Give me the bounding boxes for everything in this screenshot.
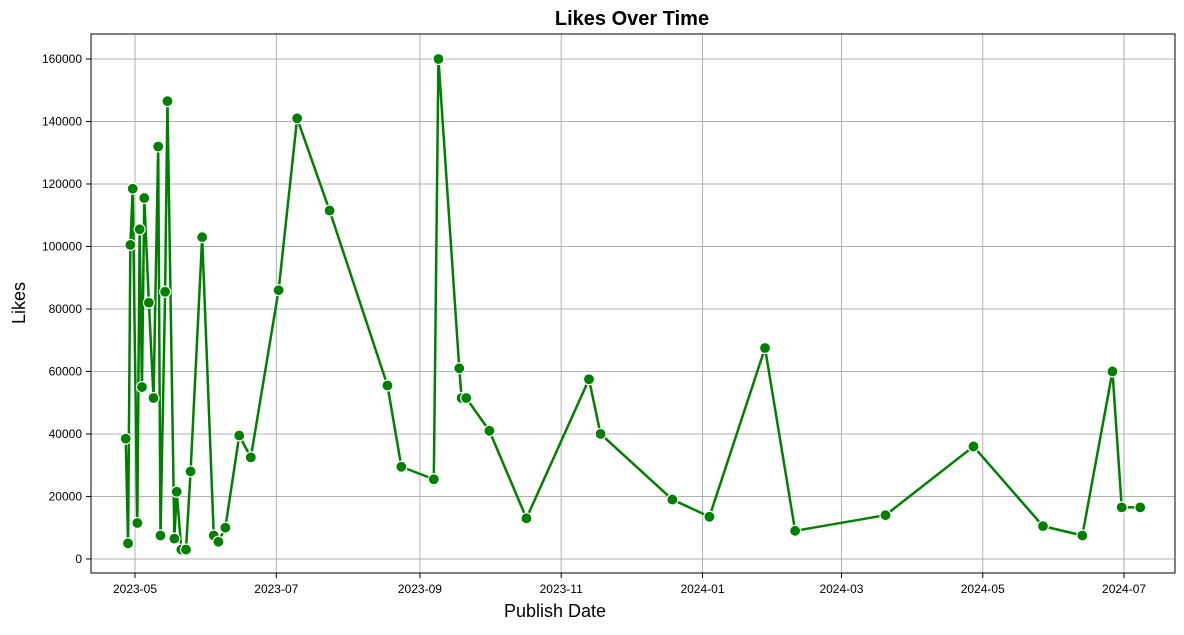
- data-point: [967, 440, 980, 453]
- data-point: [381, 379, 394, 392]
- data-point: [142, 296, 156, 309]
- data-point: [1115, 501, 1128, 514]
- data-point: [147, 391, 160, 405]
- data-point: [1134, 501, 1147, 514]
- y-tick-label: 160000: [42, 52, 82, 66]
- x-tick-label: 2023-11: [540, 582, 583, 596]
- data-point: [432, 52, 445, 66]
- data-point: [789, 524, 802, 537]
- data-point: [179, 543, 193, 556]
- data-point: [520, 512, 533, 525]
- data-point: [212, 535, 225, 548]
- data-point: [233, 429, 246, 442]
- data-point: [1076, 529, 1089, 542]
- data-point: [121, 537, 135, 550]
- data-point: [272, 284, 285, 297]
- x-tick-label: 2023-05: [113, 582, 157, 596]
- data-point: [138, 191, 151, 205]
- y-axis-title: Likes: [9, 282, 29, 324]
- data-point: [219, 521, 232, 534]
- data-point: [594, 427, 607, 441]
- data-point: [460, 391, 473, 405]
- data-point: [152, 140, 165, 153]
- y-tick-label: 40000: [49, 427, 83, 441]
- x-tick-label: 2024-07: [1102, 582, 1146, 596]
- data-point: [159, 285, 172, 298]
- data-point: [1036, 520, 1050, 533]
- data-point: [1106, 365, 1119, 378]
- x-axis-title: Publish Date: [504, 601, 606, 621]
- data-point: [323, 204, 336, 217]
- y-tick-label: 60000: [49, 364, 83, 378]
- tick-layer: 2023-05 2023-07 2023-09 2023-11 2024-01 2024-…: [42, 52, 1146, 596]
- data-point: [170, 485, 183, 498]
- plot-frame: [90, 33, 1176, 574]
- chart-title: Likes Over Time: [555, 8, 709, 30]
- data-point: [758, 341, 772, 355]
- data-point: [879, 509, 892, 522]
- data-point: [427, 473, 440, 486]
- y-tick-label: 20000: [49, 489, 83, 503]
- data-point: [154, 529, 167, 542]
- data-points-layer: [119, 52, 1147, 556]
- grid-layer: [91, 34, 1175, 573]
- data-point: [119, 432, 132, 445]
- y-tick-label: 0: [75, 552, 82, 566]
- data-point: [395, 460, 408, 473]
- data-point: [666, 493, 679, 506]
- data-point: [184, 465, 197, 478]
- x-tick-label: 2024-03: [819, 582, 863, 596]
- data-point: [196, 231, 209, 244]
- x-tick-label: 2023-09: [398, 582, 442, 596]
- y-tick-label: 120000: [42, 177, 82, 191]
- data-point: [483, 424, 496, 437]
- data-point: [703, 510, 716, 523]
- data-point: [131, 516, 144, 530]
- data-point: [291, 112, 304, 125]
- data-point: [133, 223, 146, 236]
- data-point: [135, 380, 149, 394]
- data-point: [161, 95, 174, 108]
- data-point: [168, 532, 181, 545]
- y-tick-label: 140000: [42, 114, 82, 128]
- y-tick-label: 80000: [49, 302, 83, 316]
- series-line: [124, 57, 1141, 551]
- x-tick-label: 2024-01: [680, 582, 724, 596]
- series-line-layer: [124, 57, 1141, 551]
- x-tick-label: 2023-07: [254, 582, 298, 596]
- data-point: [244, 451, 257, 464]
- y-tick-label: 100000: [42, 239, 82, 253]
- data-point: [453, 362, 466, 375]
- data-point: [582, 373, 596, 386]
- data-point: [126, 182, 139, 195]
- x-tick-label: 2024-05: [961, 582, 1005, 596]
- data-point: [124, 238, 137, 252]
